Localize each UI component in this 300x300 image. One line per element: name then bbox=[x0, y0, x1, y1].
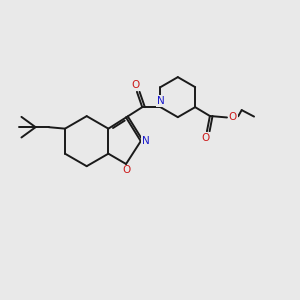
Text: N: N bbox=[142, 136, 150, 146]
Text: O: O bbox=[131, 80, 140, 90]
Text: N: N bbox=[157, 96, 164, 106]
Text: O: O bbox=[122, 166, 130, 176]
Text: O: O bbox=[229, 112, 237, 122]
Text: O: O bbox=[201, 133, 210, 143]
